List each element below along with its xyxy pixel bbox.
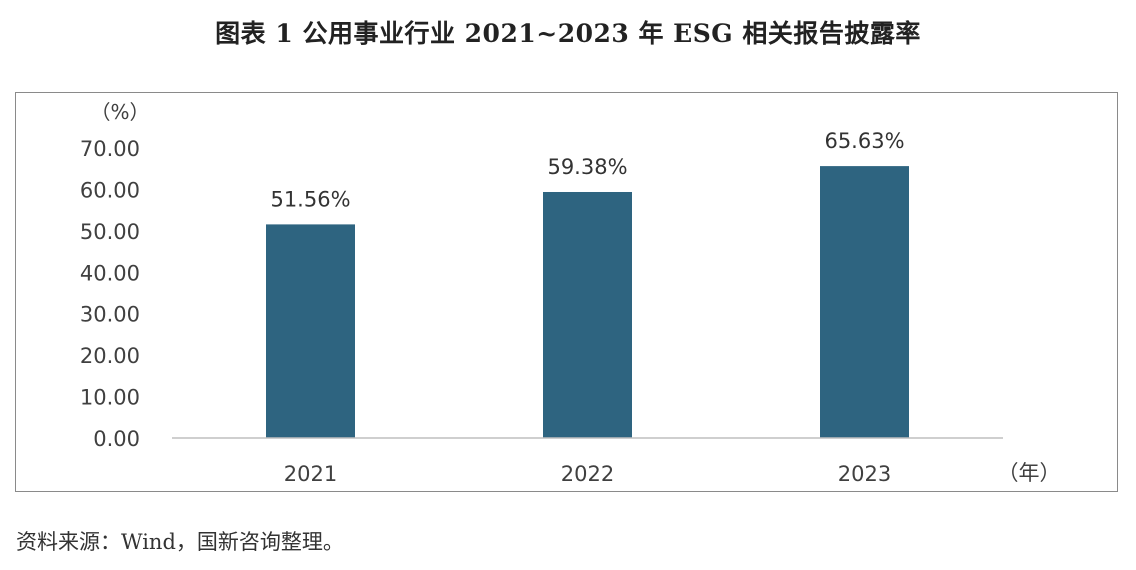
y-axis-unit: （%） — [90, 100, 149, 124]
chart-title: 图表 1 公用事业行业 2021~2023 年 ESG 相关报告披露率 — [215, 19, 921, 48]
bar-series — [266, 166, 909, 438]
y-tick-label: 40.00 — [80, 261, 140, 285]
y-tick-label: 0.00 — [93, 427, 140, 451]
x-axis-unit: （年） — [998, 461, 1061, 485]
data-label-2021: 51.56% — [270, 187, 350, 211]
x-tick-label: 2023 — [838, 462, 891, 486]
x-tick-label: 2022 — [561, 462, 614, 486]
y-tick-label: 70.00 — [80, 137, 140, 161]
bar-2023 — [820, 166, 909, 438]
y-tick-label: 20.00 — [80, 344, 140, 368]
bar-2021 — [266, 224, 355, 438]
data-label-2022: 59.38% — [547, 155, 627, 179]
bar-2022 — [543, 191, 632, 438]
x-tick-label: 2021 — [284, 462, 337, 486]
y-tick-label: 50.00 — [80, 220, 140, 244]
y-tick-label: 60.00 — [80, 178, 140, 202]
data-label-2023: 65.63% — [824, 129, 904, 153]
y-axis-ticks: 0.00 10.00 20.00 30.00 40.00 50.00 60.00 70.00 — [80, 137, 140, 451]
y-tick-label: 30.00 — [80, 303, 140, 327]
y-tick-label: 10.00 — [80, 386, 140, 410]
x-axis-ticks: 2021 2022 2023 — [284, 462, 891, 486]
chart-frame — [15, 92, 1118, 492]
data-labels: 51.56% 59.38% 65.63% — [270, 129, 904, 211]
source-note: 资料来源：Wind，国新咨询整理。 — [16, 530, 344, 554]
